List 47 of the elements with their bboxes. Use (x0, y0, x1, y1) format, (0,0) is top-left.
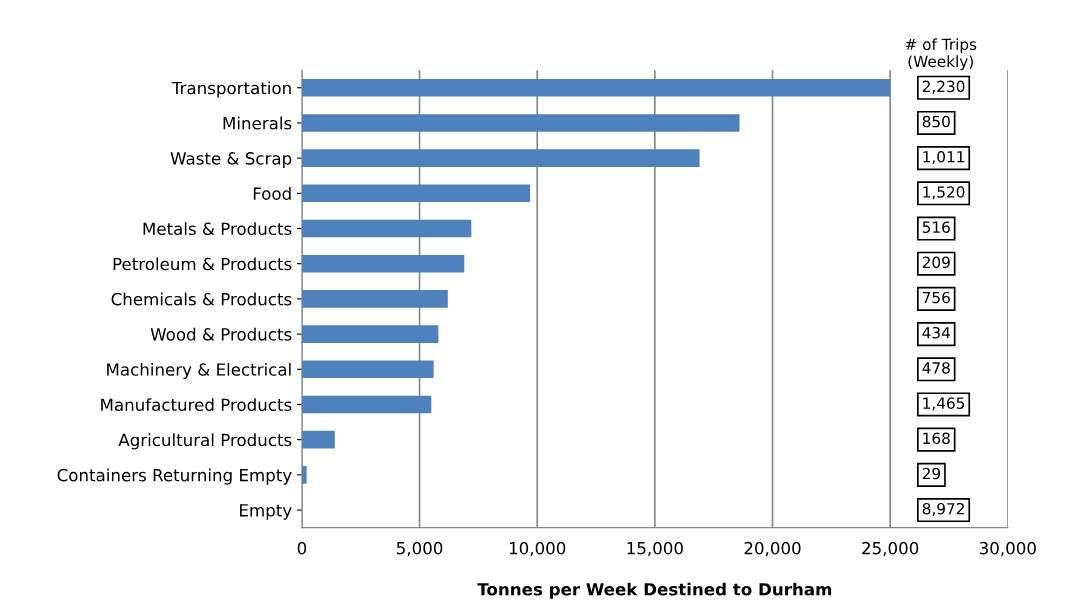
annotation: 850 (922, 115, 950, 128)
annotation: 2,230 (922, 80, 965, 94)
y-tick-label: Agricultural Products (118, 433, 292, 450)
y-tick-label: Empty (240, 504, 292, 520)
y-tick-label: Food (253, 186, 291, 200)
bar (301, 219, 472, 238)
annotation: 8,972 (922, 502, 964, 517)
bar (301, 290, 448, 308)
annotation: 478 (922, 362, 950, 374)
bar (301, 254, 465, 273)
bar (301, 184, 531, 203)
y-tick-label: Machinery & Electrical (107, 362, 291, 380)
bar (301, 114, 740, 132)
y-tick-label: Minerals (223, 116, 292, 130)
bar (301, 395, 432, 414)
x-tick-label: 5,000 (396, 541, 443, 557)
annotation: 1,011 (923, 151, 965, 165)
y-tick-label: Wood & Products (150, 327, 292, 341)
x-tick-label: 30,000 (979, 541, 1036, 557)
annotation: 434 (922, 326, 950, 339)
y-tick-label: Petroleum & Products (113, 257, 292, 271)
annotation: 516 (922, 221, 950, 233)
bar (301, 149, 700, 167)
y-tick-label: Containers Returning Empty (57, 468, 292, 485)
y-tick-label: Chemicals & Products (111, 292, 292, 306)
x-tick-label: 0 (297, 541, 307, 555)
y-tick-label: Transportation (171, 81, 291, 98)
annotation: 1,465 (923, 397, 965, 411)
x-tick-label: 25,000 (862, 541, 919, 557)
bar (301, 325, 439, 343)
bar (301, 466, 307, 484)
annotation: 209 (922, 256, 950, 269)
x-axis-title: Tonnes per Week Destined to Durham (477, 582, 832, 599)
annotation: # of Trips (Weekly) (905, 38, 977, 71)
x-tick-label: 10,000 (509, 541, 566, 557)
bar (301, 78, 891, 97)
annotation: 29 (922, 467, 941, 480)
y-tick-label: Manufactured Products (101, 398, 292, 412)
annotation: 756 (922, 291, 950, 304)
bar (301, 360, 434, 379)
x-tick-label: 15,000 (627, 541, 683, 557)
annotation: 1,520 (923, 186, 965, 200)
x-tick-label: 20,000 (744, 541, 801, 557)
y-tick-label: Waste & Scrap (170, 152, 292, 168)
y-tick-label: Metals & Products (143, 222, 292, 236)
bar (301, 430, 335, 449)
annotation: 168 (923, 432, 950, 445)
